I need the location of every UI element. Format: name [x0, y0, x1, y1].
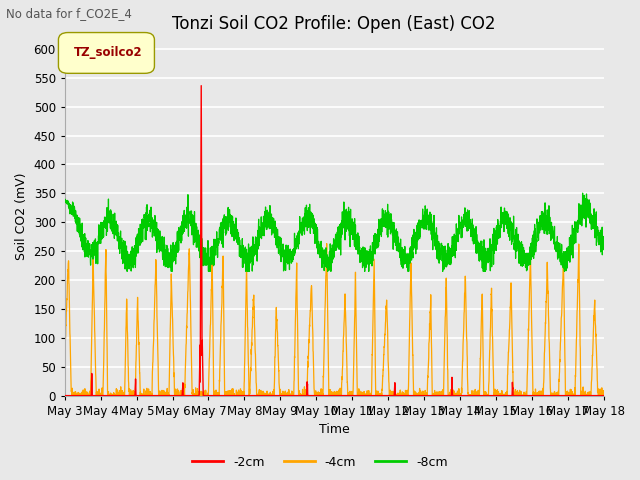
- Title: Tonzi Soil CO2 Profile: Open (East) CO2: Tonzi Soil CO2 Profile: Open (East) CO2: [172, 15, 496, 33]
- X-axis label: Time: Time: [319, 423, 349, 436]
- Text: No data for f_CO2E_4: No data for f_CO2E_4: [6, 7, 132, 20]
- Text: TZ_soilco2: TZ_soilco2: [74, 47, 143, 60]
- Y-axis label: Soil CO2 (mV): Soil CO2 (mV): [15, 173, 28, 260]
- Legend: -2cm, -4cm, -8cm: -2cm, -4cm, -8cm: [187, 451, 453, 474]
